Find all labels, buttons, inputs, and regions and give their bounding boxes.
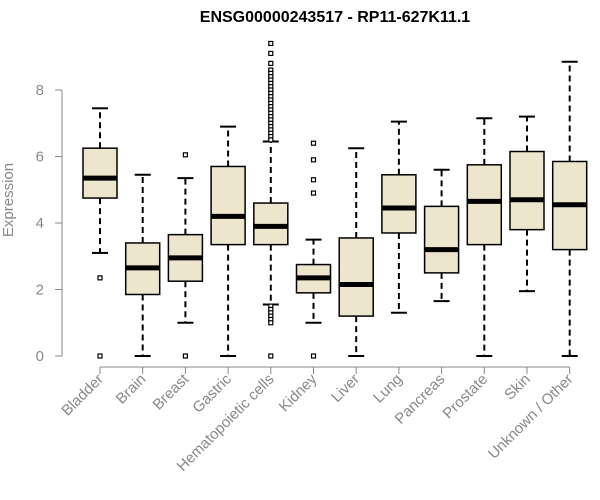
x-tick-label: Kidney xyxy=(276,370,321,415)
box-group xyxy=(124,173,161,357)
outlier-point xyxy=(310,177,317,183)
chart-title: ENSG00000243517 - RP11-627K11.1 xyxy=(200,9,471,26)
iqr-box xyxy=(423,205,460,274)
outlier-point xyxy=(182,353,188,359)
iqr-box xyxy=(210,165,246,246)
box-group xyxy=(295,140,332,359)
iqr-box xyxy=(338,237,374,317)
iqr-box xyxy=(82,147,118,199)
y-tick-label: 4 xyxy=(36,215,44,232)
outlier-point xyxy=(268,353,274,359)
box-group xyxy=(338,147,374,357)
x-tick-label: Liver xyxy=(328,371,363,406)
outlier-point xyxy=(310,190,317,196)
outlier-point xyxy=(182,152,188,158)
x-tick-label: Brain xyxy=(113,371,150,408)
box-group xyxy=(167,152,204,359)
box-group xyxy=(253,40,289,359)
box-group xyxy=(82,107,118,359)
box-group xyxy=(423,168,460,303)
outlier-point xyxy=(310,353,317,359)
x-tick-label: Bladder xyxy=(58,371,107,420)
outlier-point xyxy=(97,275,103,281)
box-group xyxy=(210,125,246,357)
outlier-point xyxy=(268,50,274,57)
outlier-point xyxy=(268,320,274,326)
x-tick-label: Skin xyxy=(501,371,534,404)
y-axis-label: Expression xyxy=(0,163,17,237)
outlier-point xyxy=(268,137,274,143)
outlier-point xyxy=(268,40,274,47)
iqr-box xyxy=(466,164,503,246)
box-group xyxy=(381,120,417,314)
y-tick-label: 6 xyxy=(36,149,44,166)
outlier-point xyxy=(97,353,103,359)
y-tick-label: 0 xyxy=(36,348,44,365)
outlier-point xyxy=(310,157,317,163)
x-tick-label: Prostate xyxy=(440,371,492,423)
y-tick-label: 8 xyxy=(36,82,44,99)
y-tick-label: 2 xyxy=(36,282,44,299)
x-tick-label: Lung xyxy=(370,371,406,407)
outlier-point xyxy=(268,60,274,67)
y-axis: 0 2 4 6 8 xyxy=(36,82,63,365)
x-tick-label: Breast xyxy=(150,370,193,413)
box-group xyxy=(466,117,503,357)
iqr-box xyxy=(381,174,417,234)
boxes-group xyxy=(82,40,588,359)
box-group xyxy=(551,60,588,357)
outlier-point xyxy=(310,140,317,146)
iqr-box xyxy=(509,150,545,231)
box-group xyxy=(509,115,545,293)
